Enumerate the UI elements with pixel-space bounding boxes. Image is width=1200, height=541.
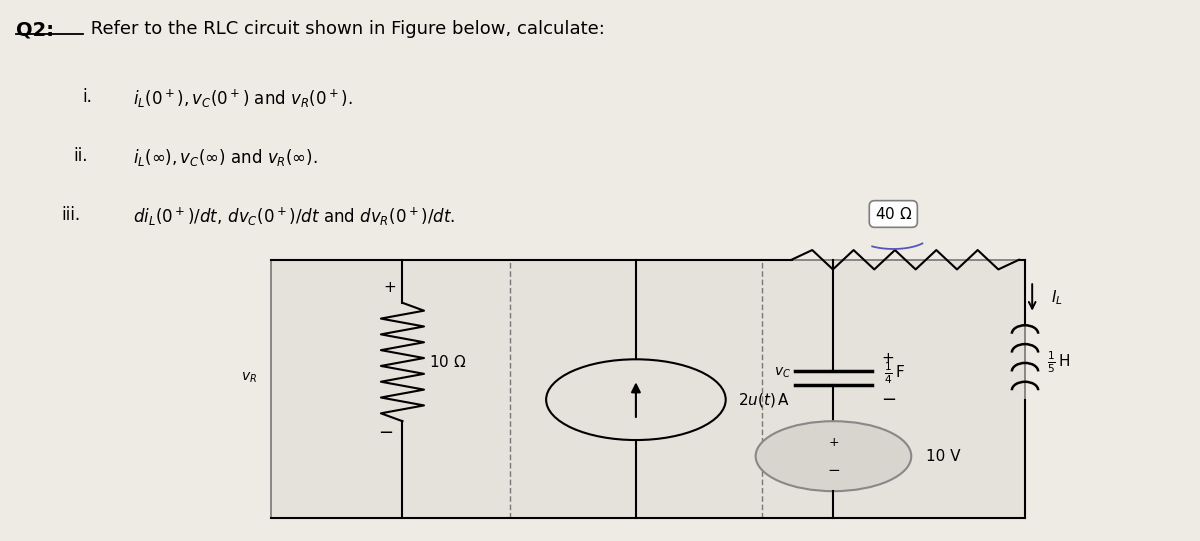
Circle shape [756, 421, 911, 491]
Text: $\frac{1}{5}\,\mathrm{H}$: $\frac{1}{5}\,\mathrm{H}$ [1046, 349, 1069, 375]
Text: $v_R$: $v_R$ [241, 371, 257, 385]
Text: 40 $\Omega$: 40 $\Omega$ [875, 206, 912, 222]
Text: −: − [378, 424, 394, 442]
Text: $i_L(0^+), v_C(0^+)$ and $v_R(0^+)$.: $i_L(0^+), v_C(0^+)$ and $v_R(0^+)$. [133, 88, 353, 110]
Text: +: + [828, 436, 839, 448]
Text: $\frac{1}{4}\,\mathrm{F}$: $\frac{1}{4}\,\mathrm{F}$ [883, 360, 905, 386]
Text: $di_L(0^+)/dt,\, dv_C(0^+)/dt$ and $dv_R(0^+)/dt$.: $di_L(0^+)/dt,\, dv_C(0^+)/dt$ and $dv_R… [133, 206, 455, 228]
Text: $2u(t)\,\mathrm{A}$: $2u(t)\,\mathrm{A}$ [738, 391, 790, 408]
Bar [271, 260, 1025, 518]
Text: Refer to the RLC circuit shown in Figure below, calculate:: Refer to the RLC circuit shown in Figure… [85, 20, 605, 38]
Text: −: − [881, 391, 896, 408]
Circle shape [546, 359, 726, 440]
Text: 10 V: 10 V [925, 448, 960, 464]
Text: +: + [881, 351, 894, 366]
Text: iii.: iii. [61, 206, 80, 224]
Text: ii.: ii. [73, 147, 88, 164]
Text: Q2:: Q2: [16, 20, 54, 39]
Text: $I_L$: $I_L$ [1051, 288, 1063, 307]
Text: $i_L(\infty), v_C(\infty)$ and $v_R(\infty)$.: $i_L(\infty), v_C(\infty)$ and $v_R(\inf… [133, 147, 318, 168]
Text: 10 $\Omega$: 10 $\Omega$ [428, 354, 466, 370]
Text: −: − [827, 463, 840, 478]
Text: i.: i. [83, 88, 92, 105]
Text: $v_C$: $v_C$ [774, 366, 791, 380]
Text: +: + [383, 280, 396, 295]
